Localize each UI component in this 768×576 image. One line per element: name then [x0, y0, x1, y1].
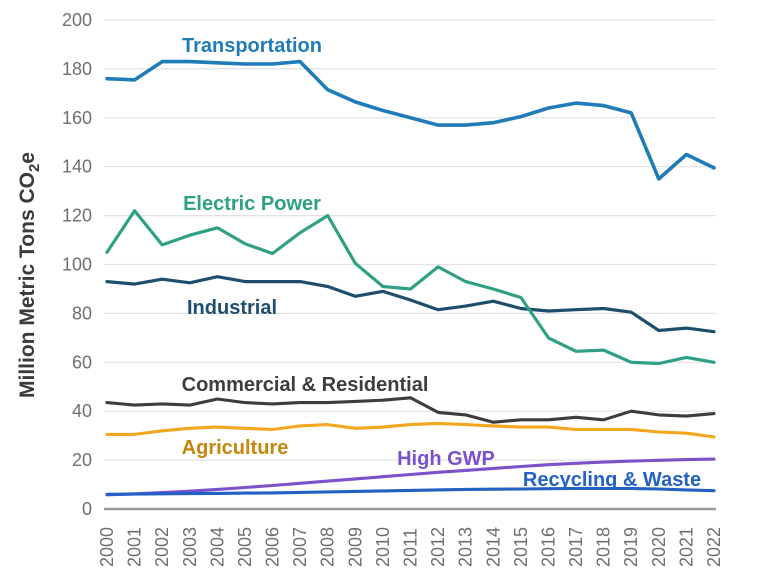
x-tick-label: 2021: [676, 527, 696, 567]
series-line-transportation: [105, 59, 716, 181]
x-tick-label: 2016: [538, 527, 558, 567]
y-tick-label: 100: [62, 255, 92, 275]
series-line-commercial-residential: [105, 396, 716, 424]
series-line-agriculture: [105, 421, 716, 439]
x-tick-label: 2001: [125, 527, 145, 567]
x-tick-label: 2012: [428, 527, 448, 567]
series-label-industrial: Industrial: [187, 297, 277, 319]
series-line-industrial: [105, 275, 716, 334]
x-tick-label: 2005: [235, 527, 255, 567]
y-tick-label: 180: [62, 59, 92, 79]
x-tick-label: 2020: [649, 527, 669, 567]
x-tick-label: 2000: [97, 527, 117, 567]
x-tick-label: 2013: [456, 527, 476, 567]
series-line-recycling-waste: [105, 486, 716, 496]
y-tick-label: 20: [72, 450, 92, 470]
series-label-electric-power: Electric Power: [183, 193, 321, 215]
series-line-electric-power: [105, 209, 716, 366]
y-tick-label: 200: [62, 10, 92, 30]
series-label-high-gwp: High GWP: [397, 448, 495, 470]
series-label-commercial-residential: Commercial & Residential: [182, 374, 429, 396]
y-tick-label: 40: [72, 401, 92, 421]
series-label-recycling-waste: Recycling & Waste: [523, 469, 701, 491]
y-tick-label: 160: [62, 108, 92, 128]
x-tick-label: 2004: [207, 527, 227, 567]
x-tick-label: 2018: [594, 527, 614, 567]
series-line-high-gwp: [105, 457, 716, 497]
x-tick-label: 2002: [152, 527, 172, 567]
x-tick-label: 2015: [511, 527, 531, 567]
x-tick-label: 2009: [345, 527, 365, 567]
y-tick-label: 120: [62, 206, 92, 226]
y-axis-title: Million Metric Tons CO2e: [16, 152, 43, 398]
y-tick-label: 60: [72, 352, 92, 372]
series-label-agriculture: Agriculture: [182, 437, 289, 459]
x-tick-label: 2014: [483, 527, 503, 567]
x-tick-label: 2022: [704, 527, 724, 567]
y-tick-label: 80: [72, 303, 92, 323]
x-tick-label: 2007: [290, 527, 310, 567]
x-tick-label: 2011: [401, 528, 421, 567]
x-tick-label: 2008: [318, 527, 338, 567]
x-tick-label: 2010: [373, 527, 393, 567]
y-tick-label: 0: [82, 499, 92, 519]
x-tick-label: 2003: [180, 527, 200, 567]
y-tick-label: 140: [62, 157, 92, 177]
x-tick-label: 2019: [621, 527, 641, 567]
x-tick-label: 2017: [566, 527, 586, 567]
series-label-transportation: Transportation: [182, 35, 322, 57]
x-tick-label: 2006: [263, 527, 283, 567]
